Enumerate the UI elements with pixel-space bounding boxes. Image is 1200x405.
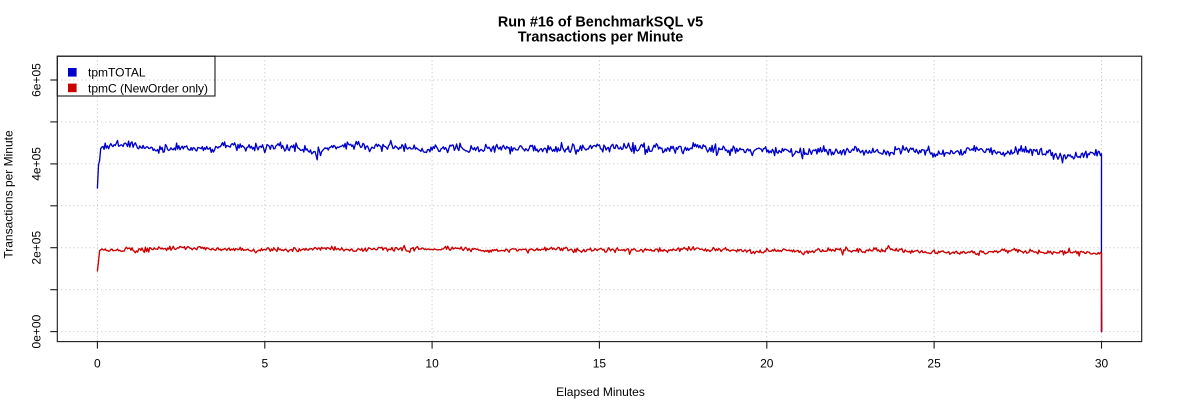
svg-text:Elapsed Minutes: Elapsed Minutes	[556, 385, 645, 399]
svg-text:tpmC (NewOrder only): tpmC (NewOrder only)	[88, 82, 208, 96]
svg-text:0e+00: 0e+00	[30, 314, 44, 348]
svg-text:Run #16 of BenchmarkSQL v5: Run #16 of BenchmarkSQL v5	[498, 15, 703, 31]
svg-text:6e+05: 6e+05	[30, 63, 44, 97]
svg-text:25: 25	[927, 357, 941, 371]
svg-text:Transactions per Minute: Transactions per Minute	[518, 30, 684, 46]
svg-text:10: 10	[425, 357, 439, 371]
svg-text:0: 0	[94, 357, 101, 371]
svg-text:tpmTOTAL: tpmTOTAL	[88, 66, 146, 80]
svg-text:Transactions per Minute: Transactions per Minute	[2, 130, 16, 259]
svg-text:4e+05: 4e+05	[30, 147, 44, 181]
svg-text:2e+05: 2e+05	[30, 231, 44, 265]
svg-text:5: 5	[261, 357, 268, 371]
svg-text:20: 20	[760, 357, 774, 371]
svg-text:15: 15	[593, 357, 607, 371]
svg-text:30: 30	[1095, 357, 1109, 371]
